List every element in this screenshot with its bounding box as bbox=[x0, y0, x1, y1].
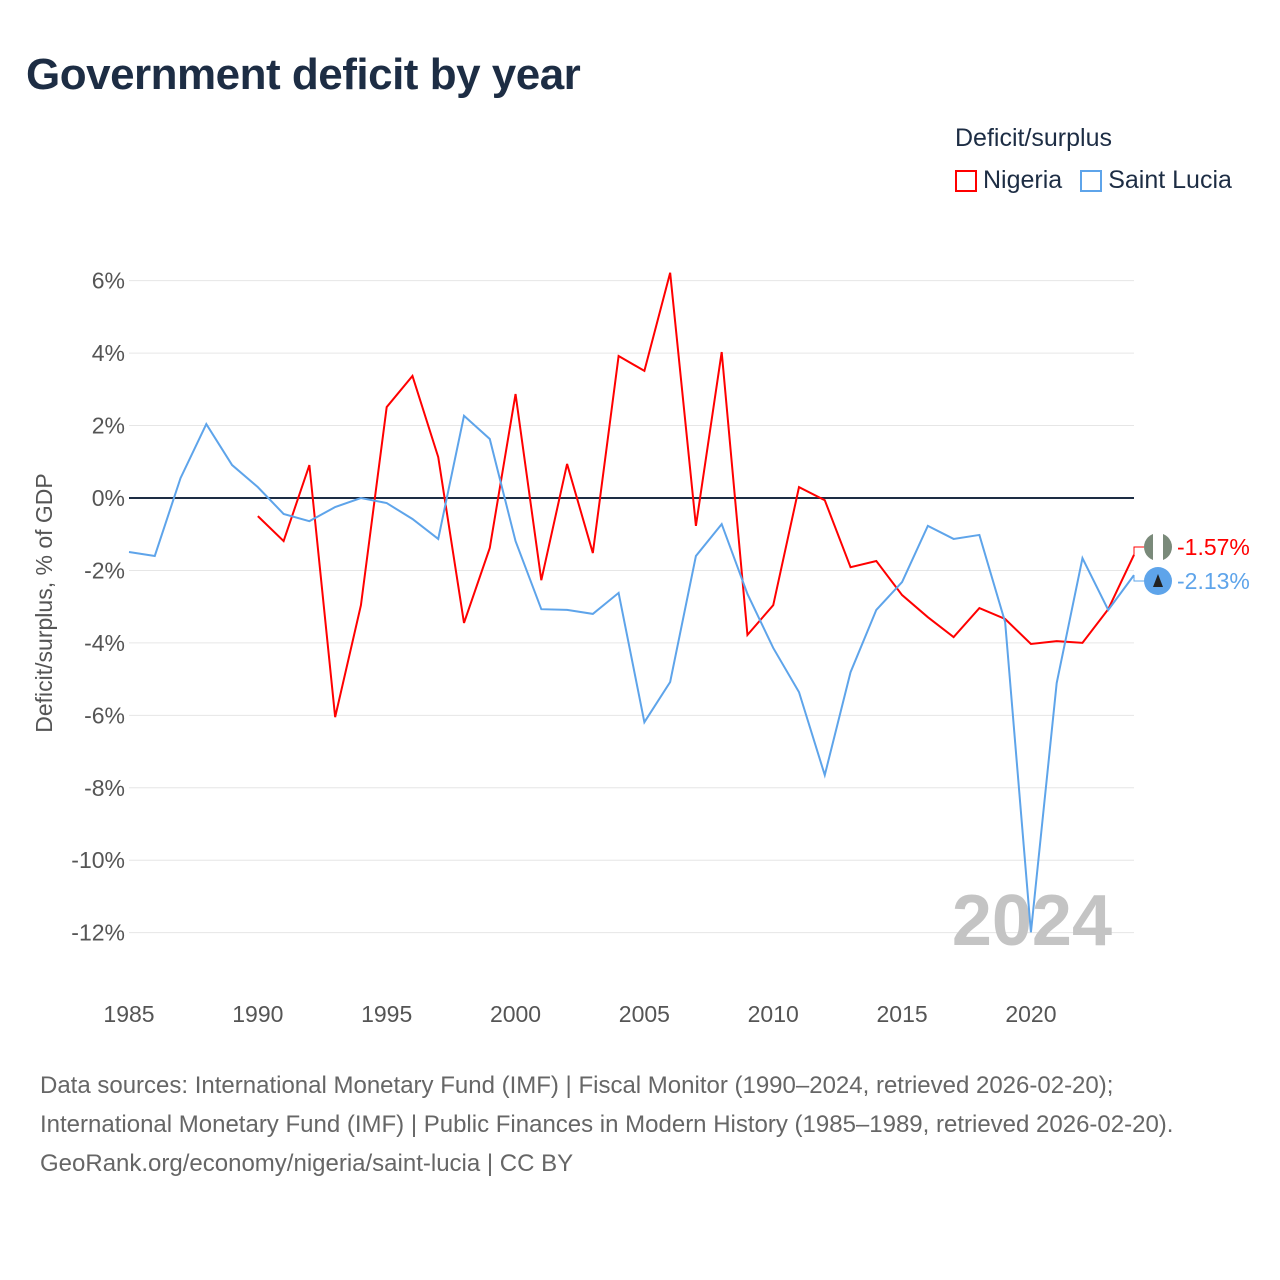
end-label: -2.13% bbox=[1177, 568, 1250, 594]
y-axis-label: Deficit/surplus, % of GDP bbox=[31, 473, 57, 732]
x-tick-label: 1995 bbox=[361, 1001, 412, 1027]
legend-item-nigeria[interactable]: Nigeria bbox=[955, 166, 1062, 195]
x-tick-label: 2000 bbox=[490, 1001, 541, 1027]
series-line-saint-lucia bbox=[128, 413, 1135, 933]
y-tick-label: 0% bbox=[92, 485, 125, 511]
y-tick-label: 4% bbox=[92, 340, 125, 366]
legend-item-saint-lucia[interactable]: Saint Lucia bbox=[1080, 166, 1232, 195]
y-tick-label: -8% bbox=[84, 775, 125, 801]
legend-label: Nigeria bbox=[983, 166, 1063, 194]
chart-title: Government deficit by year bbox=[26, 50, 581, 99]
legend-label: Saint Lucia bbox=[1108, 166, 1232, 194]
end-connector bbox=[1133, 575, 1144, 582]
source-link[interactable]: GeoRank.org/economy/nigeria/saint-lucia … bbox=[40, 1150, 574, 1177]
flag-stripe bbox=[1153, 533, 1163, 561]
y-tick-label: -12% bbox=[71, 920, 125, 946]
x-tick-label: 1990 bbox=[232, 1001, 283, 1027]
x-tick-label: 1985 bbox=[103, 1001, 154, 1027]
legend-swatch-saint-lucia bbox=[1080, 169, 1103, 192]
x-tick-label: 2010 bbox=[748, 1001, 799, 1027]
end-connector bbox=[1133, 546, 1144, 555]
y-tick-label: -10% bbox=[71, 847, 125, 873]
y-tick-label: -4% bbox=[84, 630, 125, 656]
flag-triangle bbox=[1153, 574, 1163, 587]
legend-swatch-nigeria bbox=[955, 169, 977, 192]
series-line-nigeria bbox=[257, 272, 1135, 718]
x-tick-label: 2015 bbox=[876, 1001, 927, 1027]
x-tick-label: 2005 bbox=[619, 1001, 670, 1027]
data-sources: Data sources: International Monetary Fun… bbox=[40, 1072, 1174, 1138]
footer: Data sources: International Monetary Fun… bbox=[40, 1066, 1240, 1183]
y-tick-label: 2% bbox=[92, 413, 125, 439]
y-tick-label: -2% bbox=[84, 557, 125, 583]
y-tick-label: -6% bbox=[84, 702, 125, 728]
end-label: -1.57% bbox=[1177, 534, 1250, 560]
legend: Nigeria Saint Lucia bbox=[955, 166, 1232, 195]
x-tick-label: 2020 bbox=[1005, 1001, 1056, 1027]
legend-title: Deficit/surplus bbox=[955, 124, 1112, 152]
y-tick-label: 6% bbox=[92, 268, 125, 294]
